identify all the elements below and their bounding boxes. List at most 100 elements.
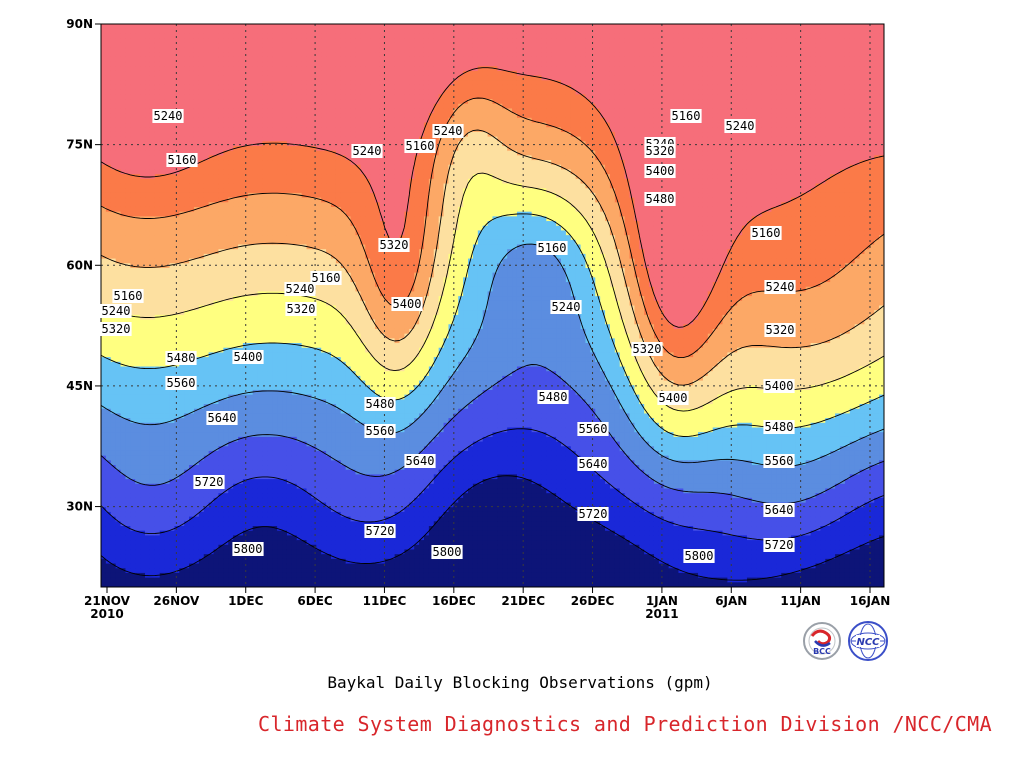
contour-label-box xyxy=(193,475,225,489)
contour-label-box xyxy=(206,411,238,425)
contour-label-5160: 5160 xyxy=(312,271,341,285)
footer-credit: Climate System Diagnostics and Predictio… xyxy=(258,712,993,736)
contour-line-5480 xyxy=(101,213,884,437)
contour-label-5160: 5160 xyxy=(406,139,435,153)
contour-label-box xyxy=(724,119,756,133)
contour-label-box xyxy=(284,282,316,296)
x-tick-label: 16DEC xyxy=(432,594,476,608)
contour-label-box xyxy=(431,545,463,559)
contour-line-5160 xyxy=(101,475,884,581)
contour-label-box xyxy=(750,226,782,240)
contour-label-box xyxy=(378,238,410,252)
contour-label-5240: 5240 xyxy=(286,282,315,296)
contour-label-box xyxy=(165,376,197,390)
contour-label-5160: 5160 xyxy=(168,153,197,167)
contour-label-box xyxy=(683,549,715,563)
contour-label-box xyxy=(310,271,342,285)
contour-label-5160: 5160 xyxy=(672,109,701,123)
contour-label-box xyxy=(232,350,264,364)
contour-label-box xyxy=(657,391,689,405)
contour-label-box xyxy=(644,144,676,158)
contour-label-5800: 5800 xyxy=(234,542,263,556)
contour-label-5240: 5240 xyxy=(766,280,795,294)
contour-label-5160: 5160 xyxy=(114,289,143,303)
x-tick-label: 21DEC xyxy=(501,594,545,608)
contour-label-box xyxy=(644,192,676,206)
contour-label-5560: 5560 xyxy=(579,422,608,436)
contour-label-box xyxy=(100,322,132,336)
contour-label-box xyxy=(432,124,464,138)
x-tick-label: 1DEC xyxy=(228,594,264,608)
contour-label-box xyxy=(631,342,663,356)
contour-label-box xyxy=(763,454,795,468)
ncc-logo: NCC xyxy=(848,621,888,661)
y-tick-label: 60N xyxy=(66,258,93,272)
y-tick-label: 75N xyxy=(66,138,93,152)
contour-label-5800: 5800 xyxy=(685,549,714,563)
contour-label-5640: 5640 xyxy=(579,457,608,471)
contour-label-5720: 5720 xyxy=(195,475,224,489)
x-tick-label: 6DEC xyxy=(297,594,333,608)
contour-label-box xyxy=(100,304,132,318)
contour-label-5720: 5720 xyxy=(366,524,395,538)
contour-label-box xyxy=(577,507,609,521)
contour-label-5240: 5240 xyxy=(154,109,183,123)
contour-label-box xyxy=(537,390,569,404)
contour-label-box xyxy=(670,109,702,123)
contour-label-5400: 5400 xyxy=(765,379,794,393)
contour-label-5400: 5400 xyxy=(646,164,675,178)
y-tick-label: 45N xyxy=(66,379,93,393)
contour-label-box xyxy=(152,109,184,123)
contour-label-5240: 5240 xyxy=(552,300,581,314)
contour-line-5400 xyxy=(101,243,884,468)
contour-label-5480: 5480 xyxy=(366,397,395,411)
contour-label-box xyxy=(364,397,396,411)
contour-label-5560: 5560 xyxy=(366,424,395,438)
contour-label-box xyxy=(763,538,795,552)
contour-label-box xyxy=(112,289,144,303)
x-tick-year: 2010 xyxy=(90,607,123,621)
contour-label-box xyxy=(763,379,795,393)
x-tick-year: 2011 xyxy=(645,607,678,621)
contour-label-box xyxy=(165,351,197,365)
contour-label-box xyxy=(364,524,396,538)
contour-label-box xyxy=(364,424,396,438)
contour-label-5160: 5160 xyxy=(752,226,781,240)
contour-label-5240: 5240 xyxy=(102,304,131,318)
contour-label-box xyxy=(577,422,609,436)
contour-label-box xyxy=(763,503,795,517)
grid-lines xyxy=(101,24,884,587)
contour-label-5320: 5320 xyxy=(287,302,316,316)
contour-line-5800 xyxy=(101,67,884,328)
contour-label-5400: 5400 xyxy=(659,391,688,405)
contour-label-box xyxy=(764,323,796,337)
x-tick-label: 21NOV xyxy=(84,594,131,608)
bcc-logo: BCC xyxy=(803,622,841,660)
contour-label-box xyxy=(550,300,582,314)
contour-label-5560: 5560 xyxy=(167,376,196,390)
contour-label-5160: 5160 xyxy=(538,241,567,255)
contour-label-5320: 5320 xyxy=(380,238,409,252)
contour-label-box xyxy=(404,139,436,153)
contour-label-5400: 5400 xyxy=(234,350,263,364)
contour-label-box xyxy=(764,280,796,294)
contour-label-box xyxy=(166,153,198,167)
contour-label-box xyxy=(232,542,264,556)
contour-label-5800: 5800 xyxy=(433,545,462,559)
y-tick-label: 30N xyxy=(66,500,93,514)
contour-label-5480: 5480 xyxy=(646,192,675,206)
contour-label-box xyxy=(391,297,423,311)
contour-label-5320: 5320 xyxy=(102,322,131,336)
contour-label-5240: 5240 xyxy=(434,124,463,138)
contour-label-5480: 5480 xyxy=(765,420,794,434)
contour-label-box xyxy=(577,457,609,471)
contour-label-5720: 5720 xyxy=(765,538,794,552)
y-axis: 90N 75N 60N 45N 30N xyxy=(66,17,101,514)
contour-label-5640: 5640 xyxy=(208,411,237,425)
contour-label-box xyxy=(644,164,676,178)
x-tick-label: 11DEC xyxy=(363,594,407,608)
x-tick-label: 26DEC xyxy=(571,594,615,608)
x-tick-label: 11JAN xyxy=(780,594,821,608)
